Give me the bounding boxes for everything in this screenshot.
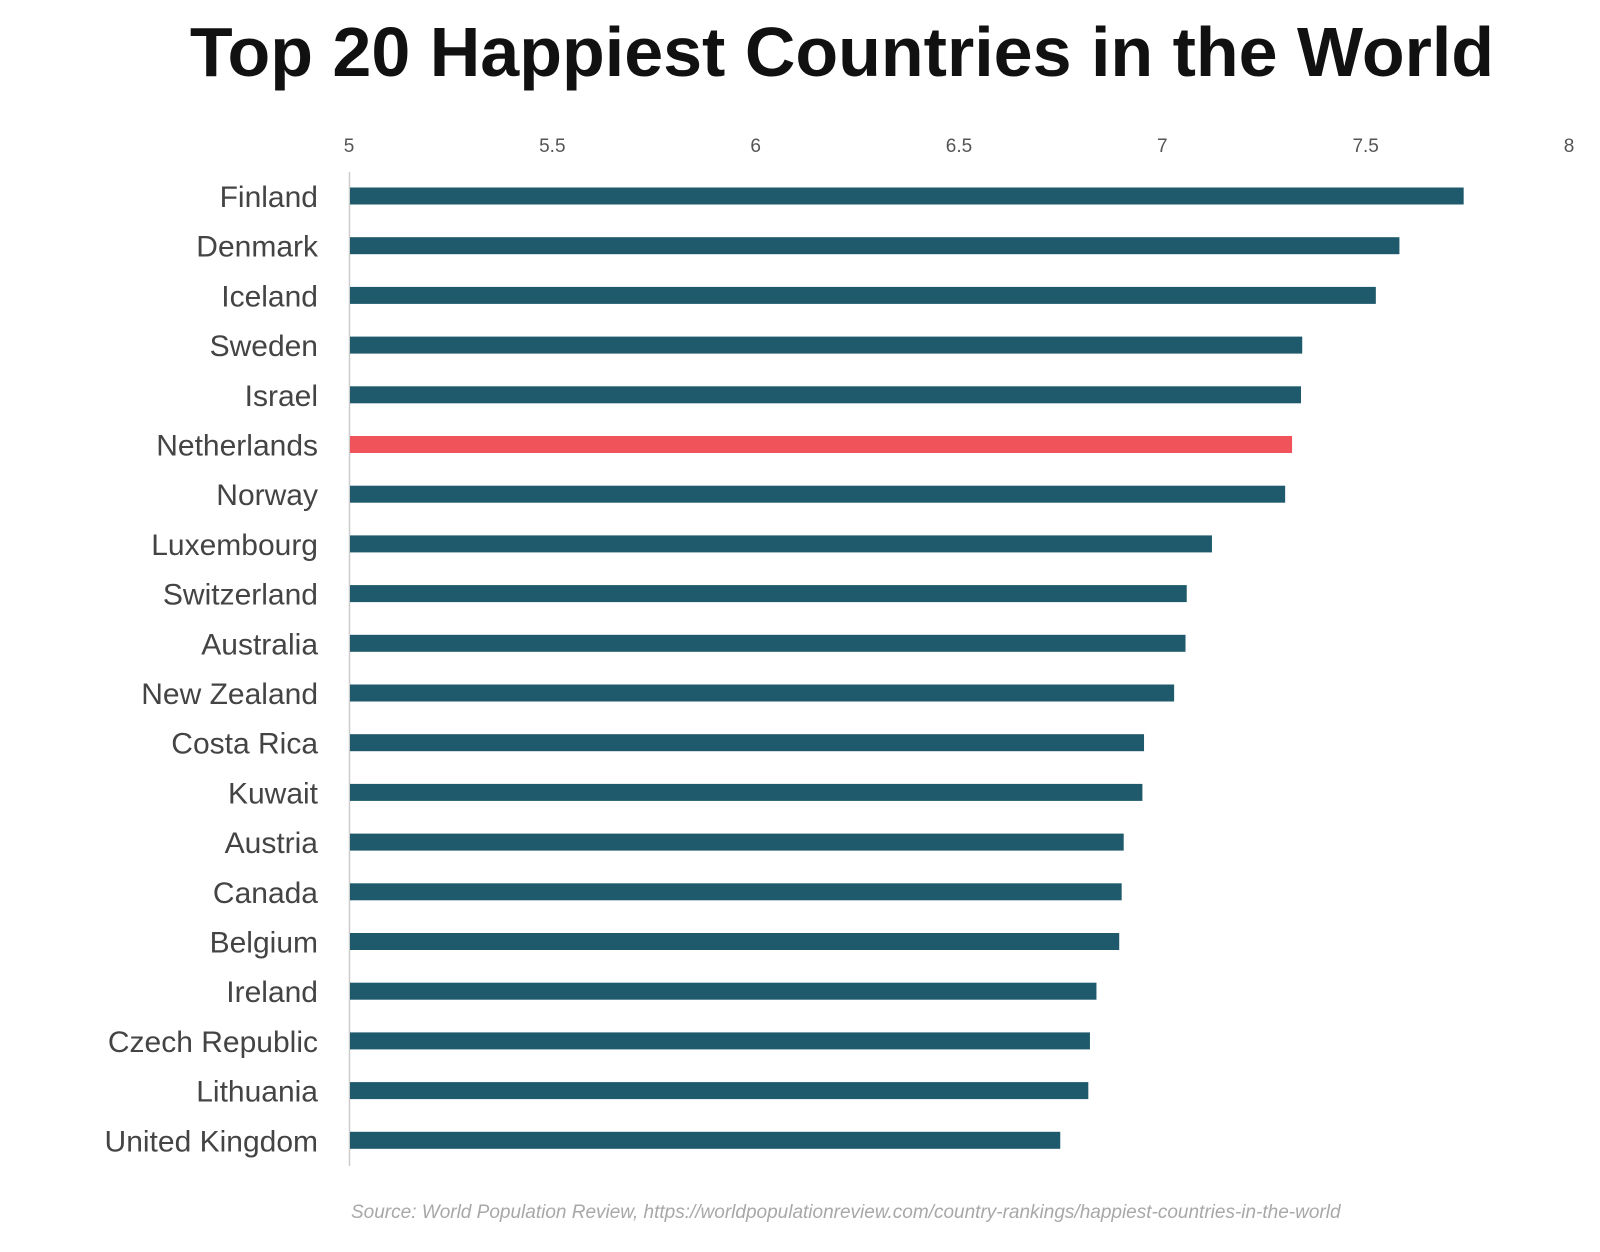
category-label-costa-rica: Costa Rica	[171, 728, 318, 761]
bar-new-zealand	[350, 684, 1175, 702]
bar-denmark	[350, 237, 1400, 255]
x-axis-ticks: 5 5.5 6 6.5 7 7.5 8	[344, 136, 1575, 157]
bar-switzerland	[350, 585, 1187, 603]
category-labels: Finland Denmark Iceland Sweden Israel Netherl…	[105, 181, 319, 1158]
category-label-austria: Austria	[225, 827, 319, 860]
bar-belgium	[350, 933, 1120, 950]
chart-title: Top 20 Happiest Countries in the World	[190, 13, 1494, 91]
category-label-sweden: Sweden	[210, 330, 318, 363]
bar-czech-republic	[350, 1032, 1090, 1050]
x-tick-label-7-5: 7.5	[1352, 136, 1378, 157]
category-label-iceland: Iceland	[221, 280, 318, 313]
category-label-luxembourg: Luxembourg	[151, 529, 318, 562]
bar-luxembourg	[350, 535, 1212, 553]
bars	[350, 187, 1464, 1149]
x-tick-label-8: 8	[1564, 136, 1575, 157]
bar-australia	[350, 634, 1186, 652]
x-tick-label-5: 5	[344, 136, 355, 157]
bar-iceland	[350, 286, 1376, 304]
category-label-norway: Norway	[216, 479, 318, 512]
bar-united-kingdom	[350, 1131, 1061, 1149]
bar-israel	[350, 386, 1302, 404]
category-label-czech-republic: Czech Republic	[108, 1026, 318, 1059]
category-label-netherlands: Netherlands	[156, 430, 318, 463]
bar-sweden	[350, 336, 1303, 354]
category-label-ireland: Ireland	[226, 976, 318, 1009]
category-label-finland: Finland	[220, 181, 318, 214]
category-label-switzerland: Switzerland	[163, 579, 318, 612]
bar-lithuania	[350, 1082, 1089, 1100]
category-label-united-kingdom: United Kingdom	[105, 1125, 318, 1158]
x-tick-label-6-5: 6.5	[946, 136, 972, 157]
category-label-kuwait: Kuwait	[228, 777, 319, 810]
bar-austria	[350, 833, 1124, 851]
category-label-australia: Australia	[201, 628, 318, 661]
bar-kuwait	[350, 783, 1143, 801]
source-note: Source: World Population Review, https:/…	[351, 1202, 1342, 1223]
x-tick-label-7: 7	[1157, 136, 1168, 157]
category-label-belgium: Belgium	[210, 927, 318, 960]
bar-ireland	[350, 982, 1097, 1000]
bar-canada	[350, 883, 1122, 901]
category-label-lithuania: Lithuania	[196, 1076, 318, 1109]
category-label-denmark: Denmark	[196, 231, 319, 264]
x-tick-label-6: 6	[750, 136, 761, 157]
x-tick-label-5-5: 5.5	[539, 136, 565, 157]
category-label-canada: Canada	[213, 877, 318, 910]
bar-costa-rica	[350, 734, 1145, 752]
bar-finland	[350, 187, 1464, 205]
bar-norway	[350, 485, 1286, 503]
category-label-new-zealand: New Zealand	[141, 678, 318, 711]
category-label-israel: Israel	[245, 380, 318, 413]
bar-netherlands	[350, 436, 1293, 453]
